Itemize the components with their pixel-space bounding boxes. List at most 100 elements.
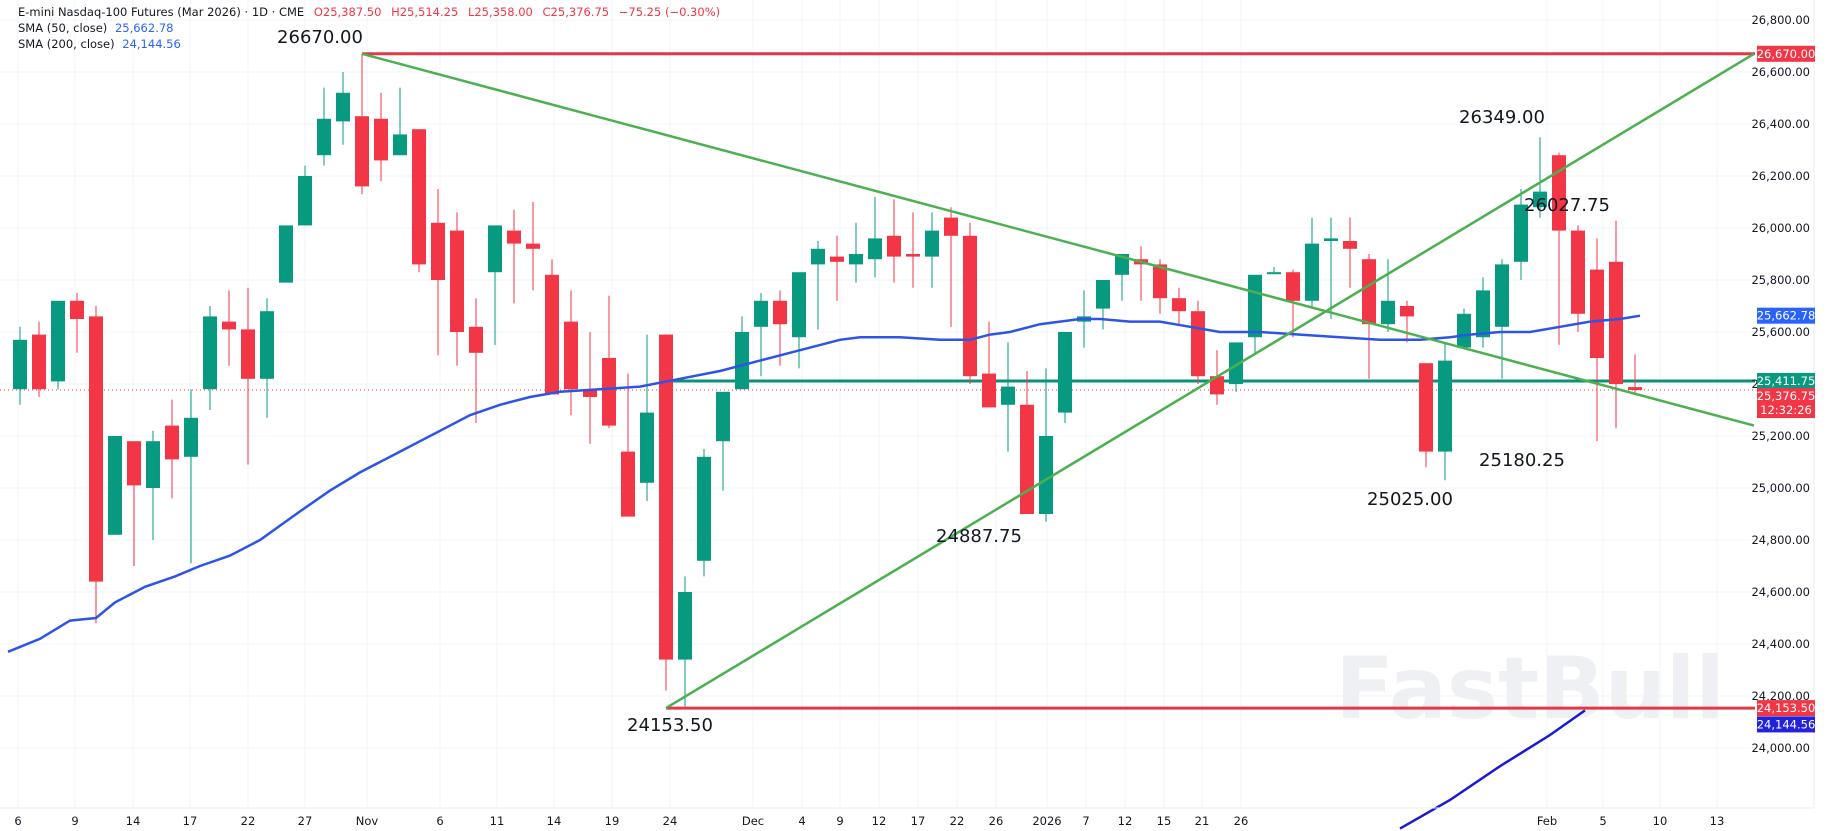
- svg-text:12:32:26: 12:32:26: [1760, 403, 1812, 417]
- x-tick-label: 6: [436, 814, 443, 828]
- y-tick-label: 26,200.00: [1751, 169, 1810, 183]
- x-tick-label: 22: [241, 814, 256, 828]
- symbol-row: E-mini Nasdaq-100 Futures (Mar 2026) · 1…: [18, 4, 720, 20]
- price-axis-labels: 26,670.00 25,662.78 25,411.7525,376.7512:3…: [1757, 45, 1816, 733]
- candle: [70, 293, 84, 353]
- price-annotation: 25025.00: [1367, 489, 1453, 510]
- candle: [127, 441, 141, 566]
- candle: [944, 207, 958, 327]
- sma50-line: [7, 314, 1641, 653]
- candle: [1324, 217, 1338, 319]
- candle: [887, 199, 901, 283]
- price-annotation: 24153.50: [627, 715, 713, 736]
- candle: [1362, 254, 1376, 379]
- price-annotation: 26027.75: [1524, 195, 1610, 216]
- x-tick-label: 19: [605, 814, 620, 828]
- svg-text:FastBull: FastBull: [1335, 639, 1725, 739]
- x-tick-label: 2026: [1032, 814, 1061, 828]
- candle: [1096, 280, 1110, 330]
- trendline: [665, 52, 1755, 710]
- candle: [849, 222, 863, 283]
- x-tick-label: 10: [1653, 814, 1668, 828]
- sma200-label: SMA (200, close): [18, 37, 115, 51]
- candle: [1172, 287, 1186, 325]
- price-annotation: 26670.00: [277, 27, 363, 48]
- y-tick-label: 24,200.00: [1751, 689, 1810, 703]
- y-tick-label: 26,600.00: [1751, 65, 1810, 79]
- sma200-legend[interactable]: SMA (200, close) 24,144.56: [18, 36, 720, 52]
- candle: [1381, 259, 1395, 332]
- x-tick-label: 14: [126, 814, 141, 828]
- candle: [108, 436, 122, 535]
- close-value: C25,376.75: [542, 5, 610, 19]
- candle: [1438, 342, 1452, 481]
- x-tick-label: 21: [1195, 814, 1210, 828]
- candle: [1191, 300, 1205, 384]
- price-label: 24,153.50: [1757, 700, 1816, 717]
- x-tick-label: 13: [1710, 814, 1725, 828]
- sma50-legend[interactable]: SMA (50, close) 25,662.78: [18, 20, 720, 36]
- candle: [336, 72, 350, 145]
- y-tick-label: 25,800.00: [1751, 273, 1810, 287]
- y-tick-label: 24,800.00: [1751, 533, 1810, 547]
- trendline: [361, 52, 1755, 427]
- x-tick-label: 9: [836, 814, 843, 828]
- y-tick-label: 26,000.00: [1751, 221, 1810, 235]
- price-annotation: 25180.25: [1479, 450, 1565, 471]
- open-value: O25,387.50: [313, 5, 382, 19]
- candle: [735, 316, 749, 390]
- candle: [1609, 220, 1623, 429]
- candle: [716, 391, 730, 491]
- candle: [203, 306, 217, 410]
- candle: [89, 306, 103, 624]
- svg-text:25,411.75: 25,411.75: [1757, 374, 1816, 388]
- price-annotation: 26349.00: [1459, 107, 1545, 128]
- candle: [469, 298, 483, 423]
- x-tick-label: 4: [798, 814, 805, 828]
- candle: [602, 295, 616, 429]
- sma50-label: SMA (50, close): [18, 21, 108, 35]
- price-label: 24,144.56: [1757, 716, 1816, 733]
- candle: [507, 209, 521, 304]
- low-value: L25,358.00: [467, 5, 533, 19]
- candle: [184, 389, 198, 564]
- candle: [1590, 238, 1604, 442]
- x-tick-label: 5: [1599, 814, 1606, 828]
- candle: [1115, 254, 1129, 301]
- candle: [431, 189, 445, 356]
- x-tick-label: Feb: [1537, 814, 1557, 828]
- x-tick-label: 26: [989, 814, 1004, 828]
- candle: [925, 212, 939, 288]
- svg-text:25,662.78: 25,662.78: [1757, 309, 1816, 323]
- candle: [678, 576, 692, 707]
- svg-text:26,670.00: 26,670.00: [1757, 47, 1816, 61]
- y-tick-label: 26,800.00: [1751, 13, 1810, 27]
- candle: [1058, 332, 1072, 423]
- y-tick-label: 24,600.00: [1751, 585, 1810, 599]
- svg-text:24,144.56: 24,144.56: [1757, 717, 1816, 731]
- y-tick-label: 25,000.00: [1751, 481, 1810, 495]
- candle: [868, 196, 882, 278]
- candle: [298, 165, 312, 226]
- candle: [279, 225, 293, 283]
- candle: [1343, 217, 1357, 288]
- x-tick-label: Nov: [356, 814, 379, 828]
- candle: [146, 430, 160, 540]
- candle: [754, 293, 768, 377]
- time-axis[interactable]: 6 9 14 17 22 27 Nov 6 11 14 19 24 Dec 4 9 12 17 22 26 2026 7…: [14, 814, 1724, 828]
- candle: [51, 300, 65, 390]
- candle: [1457, 308, 1471, 348]
- x-tick-label: 9: [71, 814, 78, 828]
- y-tick-label: 26,400.00: [1751, 117, 1810, 131]
- x-tick-label: 17: [911, 814, 926, 828]
- x-tick-label: 12: [1118, 814, 1133, 828]
- svg-text:24,153.50: 24,153.50: [1757, 701, 1816, 715]
- candle: [659, 334, 673, 691]
- price-annotation: 24887.75: [936, 526, 1022, 547]
- candle: [1476, 277, 1490, 348]
- x-tick-label: 26: [1234, 814, 1249, 828]
- candle: [1001, 342, 1015, 452]
- chart-legend: E-mini Nasdaq-100 Futures (Mar 2026) · 1…: [18, 4, 720, 52]
